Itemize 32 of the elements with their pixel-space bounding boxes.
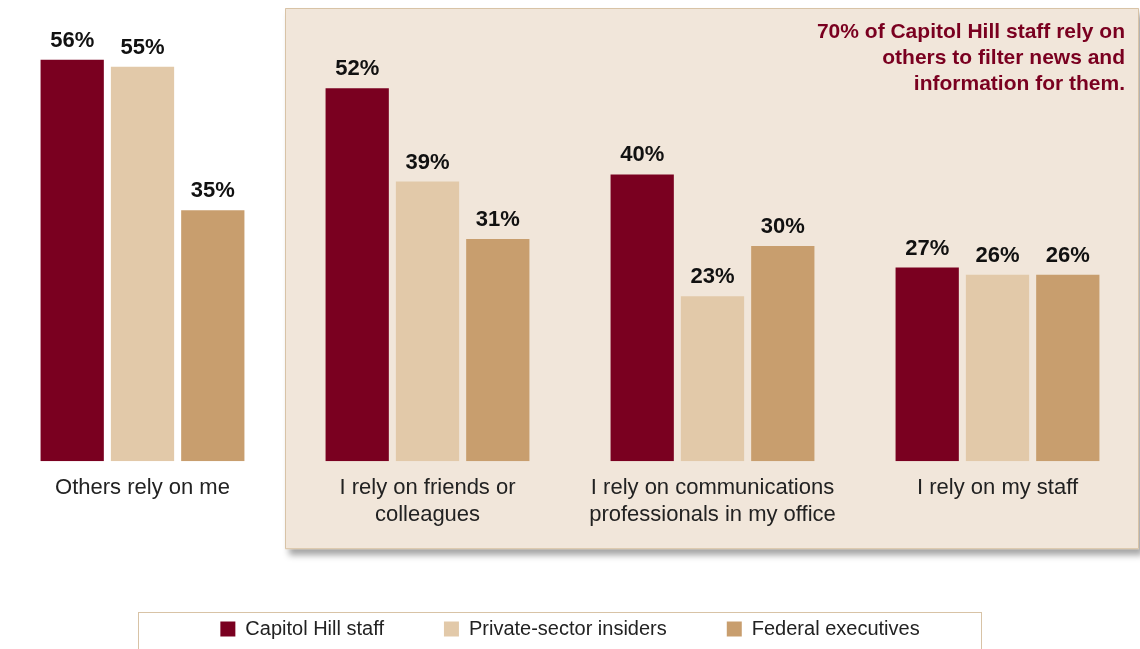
data-label: 52% [335,55,380,81]
bar [395,181,460,462]
data-label: 40% [620,141,665,167]
bar [181,210,245,462]
bar [110,66,175,462]
legend-label: Capitol Hill staff [245,616,385,639]
data-label: 26% [1045,241,1090,267]
x-tick-label: I rely on communications professionals in my office [589,474,836,526]
bar [895,267,959,462]
x-tick-label: I rely on friends or colleagues [339,474,516,526]
data-label: 23% [690,263,735,289]
data-label: 27% [905,234,950,260]
x-tick-label: Others rely on me [55,474,230,500]
bar [610,174,674,462]
bar [751,246,815,462]
data-label: 31% [475,205,520,231]
data-label: 35% [190,177,235,203]
legend-label: Private-sector insiders [468,616,667,639]
data-label: 39% [405,148,450,174]
bar [466,238,530,462]
x-tick-label: I rely on my staff [917,474,1079,500]
bar [40,59,104,462]
bar [965,274,1030,462]
legend-label: Federal executives [751,616,920,639]
bar [325,88,389,462]
data-label: 55% [120,33,165,59]
bar [1036,274,1100,462]
data-label: 26% [975,241,1020,267]
bar [680,296,745,462]
data-label: 30% [760,213,805,239]
data-label: 56% [50,26,95,52]
band-label: 70% of Capitol Hill staff rely on others to filter news and information for them. [816,19,1125,95]
